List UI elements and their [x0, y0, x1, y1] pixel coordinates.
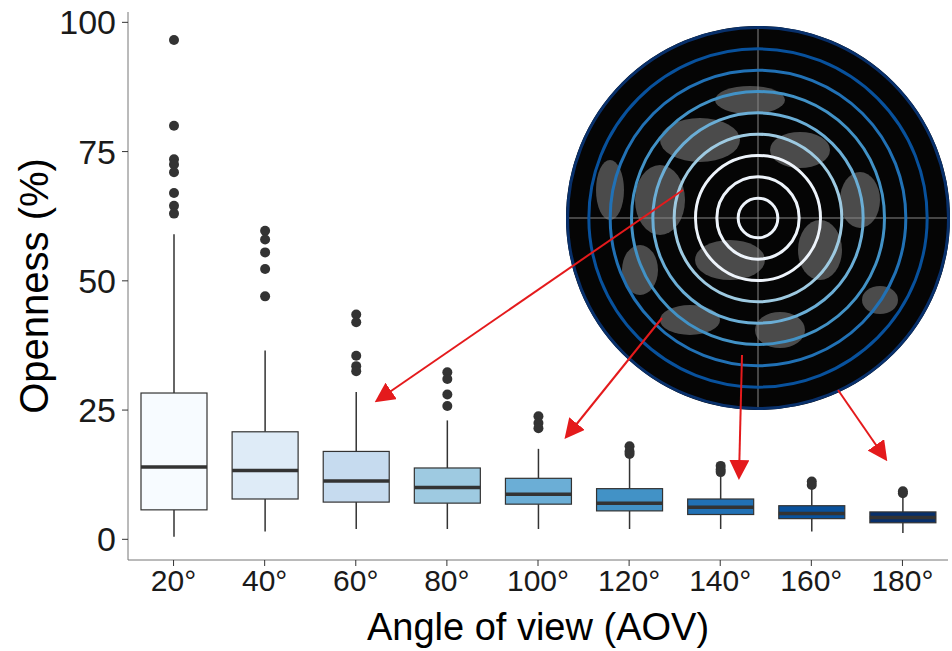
- svg-text:180°: 180°: [871, 564, 933, 597]
- svg-text:Angle of view (AOV): Angle of view (AOV): [367, 606, 709, 648]
- svg-text:0: 0: [97, 520, 116, 558]
- svg-text:140°: 140°: [689, 564, 751, 597]
- svg-text:120°: 120°: [598, 564, 660, 597]
- svg-text:100°: 100°: [507, 564, 569, 597]
- svg-text:80°: 80°: [424, 564, 469, 597]
- svg-text:60°: 60°: [333, 564, 378, 597]
- svg-text:50: 50: [78, 262, 116, 300]
- svg-text:40°: 40°: [242, 564, 287, 597]
- svg-text:100: 100: [59, 3, 116, 41]
- svg-text:20°: 20°: [151, 564, 196, 597]
- svg-text:Openness (%): Openness (%): [12, 158, 56, 414]
- svg-text:75: 75: [78, 133, 116, 171]
- svg-text:25: 25: [78, 391, 116, 429]
- svg-text:160°: 160°: [780, 564, 842, 597]
